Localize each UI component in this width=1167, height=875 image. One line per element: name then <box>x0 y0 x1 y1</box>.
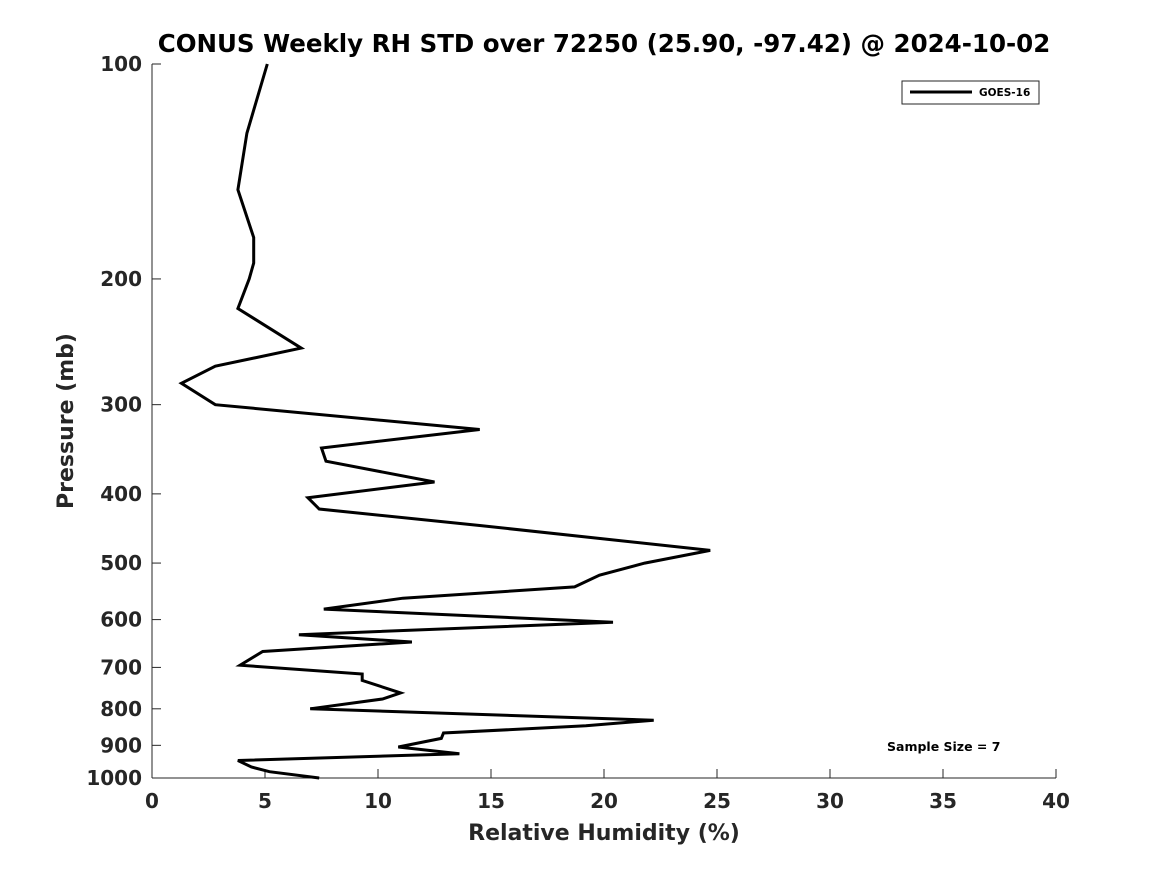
y-tick-label: 400 <box>100 482 142 506</box>
x-tick-label: 30 <box>816 789 844 813</box>
y-tick-label: 900 <box>100 733 142 757</box>
y-tick-label: 700 <box>100 655 142 679</box>
series-line-goes16 <box>178 63 711 780</box>
y-tick-label: 500 <box>100 551 142 575</box>
sample-size-annotation: Sample Size = 7 <box>887 739 1000 754</box>
x-tick-label: 5 <box>258 789 272 813</box>
y-tick-label: 100 <box>100 52 142 76</box>
x-tick-label: 25 <box>703 789 731 813</box>
x-tick-label: 40 <box>1042 789 1070 813</box>
legend: GOES-16 <box>901 80 1040 105</box>
plot-area <box>151 64 1056 779</box>
y-axis-label: Pressure (mb) <box>54 333 79 509</box>
y-tick-label: 600 <box>100 608 142 632</box>
x-tick-label: 20 <box>590 789 618 813</box>
y-tick-label: 800 <box>100 697 142 721</box>
legend-entry-goes16: GOES-16 <box>979 87 1030 99</box>
x-axis-ticks: 0 5 10 15 20 25 30 35 40 <box>145 769 1070 813</box>
y-tick-label: 1000 <box>86 766 142 790</box>
x-tick-label: 10 <box>364 789 392 813</box>
y-tick-label: 300 <box>100 393 142 417</box>
x-tick-label: 0 <box>145 789 159 813</box>
chart-title: CONUS Weekly RH STD over 72250 (25.90, -… <box>158 29 1051 58</box>
y-tick-label: 200 <box>100 267 142 291</box>
x-tick-label: 15 <box>477 789 505 813</box>
x-axis-label: Relative Humidity (%) <box>468 821 740 846</box>
y-axis-ticks: 100 200 300 400 500 600 700 800 900 1000 <box>86 52 161 790</box>
x-tick-label: 35 <box>929 789 957 813</box>
